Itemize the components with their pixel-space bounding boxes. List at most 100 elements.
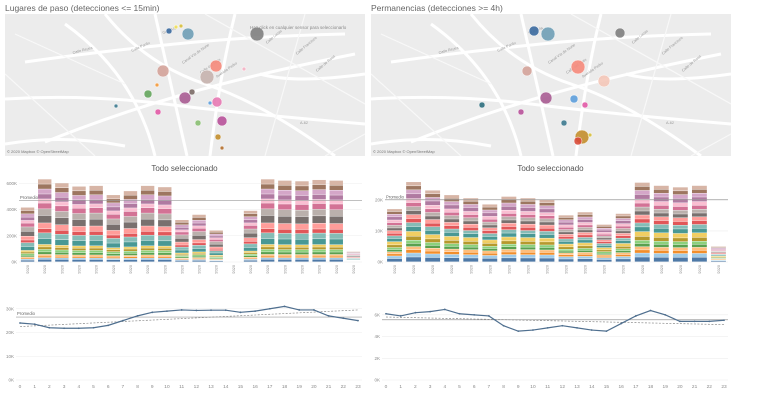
bar-segment[interactable] (243, 247, 258, 251)
bar-segment[interactable] (387, 236, 402, 239)
bar-segment[interactable] (140, 195, 155, 200)
bar-segment[interactable] (278, 180, 292, 186)
bar-segment[interactable] (260, 249, 275, 252)
bar-segment[interactable] (329, 257, 343, 260)
bar-segment[interactable] (444, 215, 460, 219)
bar-segment[interactable] (634, 207, 650, 211)
bar-segment[interactable] (577, 230, 593, 233)
bar-segment[interactable] (106, 251, 121, 254)
bar-segment[interactable] (691, 257, 707, 262)
bar-segment[interactable] (577, 212, 593, 215)
bar-segment[interactable] (406, 186, 422, 190)
bar-segment[interactable] (295, 190, 309, 196)
bar-segment[interactable] (243, 255, 258, 257)
bar-segment[interactable] (158, 208, 172, 214)
bar-segment[interactable] (653, 193, 669, 197)
series-point[interactable] (357, 319, 359, 322)
bar-segment[interactable] (329, 223, 343, 230)
bar-segment[interactable] (387, 247, 402, 250)
bar-segment[interactable] (312, 254, 326, 256)
bar-segment[interactable] (691, 197, 707, 202)
bar-segment[interactable] (501, 258, 517, 262)
bar-segment[interactable] (89, 226, 103, 232)
bar-segment[interactable] (140, 231, 155, 235)
bar-segment[interactable] (140, 246, 155, 248)
bar-segment[interactable] (558, 236, 574, 239)
bar-segment[interactable] (175, 238, 189, 242)
bar-segment[interactable] (425, 245, 441, 249)
bar-segment[interactable] (295, 259, 309, 262)
bar-segment[interactable] (192, 245, 206, 249)
series-point[interactable] (298, 309, 301, 311)
series-point[interactable] (327, 314, 330, 317)
bar-segment[interactable] (539, 202, 555, 206)
bar-segment[interactable] (329, 233, 343, 239)
bar-segment[interactable] (312, 233, 326, 239)
bar-segment[interactable] (243, 213, 258, 217)
bar-segment[interactable] (312, 229, 326, 233)
bar-segment[interactable] (615, 213, 631, 216)
bar-segment[interactable] (577, 248, 593, 251)
bar-segment[interactable] (406, 206, 422, 211)
series-point[interactable] (151, 311, 154, 314)
bar-segment[interactable] (140, 256, 155, 258)
bar-segment[interactable] (106, 207, 121, 211)
bar-segment[interactable] (209, 230, 223, 232)
bar-segment[interactable] (615, 243, 631, 247)
series-point[interactable] (19, 322, 21, 324)
bar-segment[interactable] (209, 250, 223, 253)
bar-segment[interactable] (312, 189, 326, 195)
bar-segment[interactable] (72, 219, 86, 227)
bar-segment[interactable] (175, 222, 189, 225)
bar-segment[interactable] (192, 220, 206, 223)
series-point[interactable] (473, 313, 476, 316)
bar-segment[interactable] (243, 254, 258, 256)
bar-segment[interactable] (106, 230, 121, 235)
bar-segment[interactable] (329, 254, 343, 256)
bar-segment[interactable] (653, 209, 669, 213)
bar-segment[interactable] (615, 221, 631, 224)
bar-segment[interactable] (501, 233, 517, 237)
bar-segment[interactable] (520, 258, 536, 262)
bar-segment[interactable] (558, 255, 574, 257)
bar-segment[interactable] (672, 229, 688, 234)
bar-segment[interactable] (329, 180, 343, 186)
series-point[interactable] (107, 324, 110, 327)
bar-segment[interactable] (539, 238, 555, 242)
bar-segment[interactable] (175, 254, 189, 256)
bar-segment[interactable] (425, 194, 441, 198)
bar-segment[interactable] (123, 208, 138, 212)
bar-segment[interactable] (387, 214, 402, 217)
bar-segment[interactable] (140, 190, 155, 195)
bar-segment[interactable] (406, 226, 422, 232)
bar-segment[interactable] (38, 199, 52, 203)
bar-segment[interactable] (463, 237, 479, 242)
bar-segment[interactable] (106, 238, 121, 243)
bar-segment[interactable] (558, 222, 574, 225)
bar-segment[interactable] (278, 256, 292, 258)
bar-segment[interactable] (520, 230, 536, 234)
bar-segment[interactable] (501, 199, 517, 203)
bar-segment[interactable] (192, 235, 206, 240)
bar-segment[interactable] (278, 257, 292, 260)
bar-segment[interactable] (329, 252, 343, 255)
bar-segment[interactable] (20, 250, 35, 252)
sensor-bubble[interactable] (211, 96, 223, 108)
series-point[interactable] (723, 319, 725, 322)
bar-segment[interactable] (672, 191, 688, 195)
bar-segment[interactable] (312, 199, 326, 204)
bar-segment[interactable] (577, 259, 593, 262)
bar-segment[interactable] (175, 225, 189, 228)
bar-segment[interactable] (209, 253, 223, 255)
map-credit[interactable]: © 2020 Mapbox © OpenStreetMap (7, 149, 69, 154)
bar-segment[interactable] (634, 240, 650, 244)
bar-segment[interactable] (691, 189, 707, 193)
bar-segment[interactable] (691, 237, 707, 242)
sensor-bubble[interactable] (154, 82, 160, 88)
series-point[interactable] (458, 312, 461, 315)
bar-segment[interactable] (278, 259, 292, 262)
bar-segment[interactable] (634, 186, 650, 191)
bar-segment[interactable] (501, 213, 517, 217)
bar-segment[interactable] (539, 255, 555, 258)
